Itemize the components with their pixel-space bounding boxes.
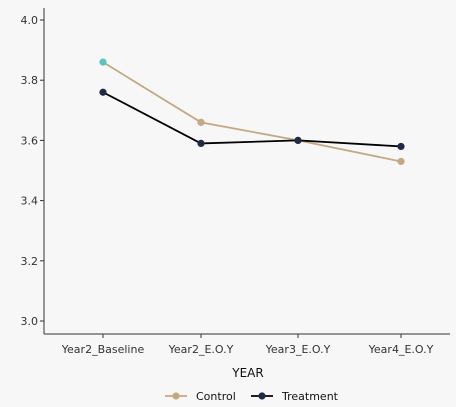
data-point-treatment	[197, 139, 205, 148]
data-point-control	[397, 157, 405, 166]
x-tick-label: Year2_E.O.Y	[168, 343, 234, 356]
x-ticks: Year2_Baseline Year2_E.O.Y Year3_E.O.Y Year…	[61, 334, 434, 356]
series-treatment	[99, 88, 405, 151]
y-tick-label: 3.4	[21, 195, 39, 208]
y-tick-label: 3.6	[21, 134, 39, 147]
x-axis-title: YEAR	[231, 366, 263, 380]
data-point-treatment	[294, 136, 302, 144]
series-layer	[99, 58, 405, 166]
y-tick-label: 3.0	[21, 315, 39, 328]
series-line-treatment	[102, 91, 402, 148]
series-line-control	[102, 61, 402, 163]
data-point-control	[99, 58, 107, 66]
y-tick-label: 3.8	[21, 74, 39, 87]
axes	[43, 8, 450, 335]
legend-label: Treatment	[281, 390, 339, 403]
data-point-treatment	[99, 88, 107, 96]
series-control	[99, 58, 405, 166]
y-tick-label: 3.2	[21, 255, 39, 268]
x-tick-label: Year3_E.O.Y	[265, 343, 331, 356]
data-point-control	[197, 118, 205, 126]
x-tick-label: Year4_E.O.Y	[368, 343, 434, 356]
legend-item-control: Control	[165, 390, 236, 403]
legend-swatch-marker	[258, 392, 266, 400]
legend-swatch-marker	[172, 392, 180, 400]
legend-item-treatment: Treatment	[251, 390, 339, 403]
x-tick-label: Year2_Baseline	[61, 343, 145, 356]
legend: Control Treatment	[165, 390, 339, 403]
legend-label: Control	[196, 390, 236, 403]
data-point-treatment	[397, 142, 405, 151]
y-tick-label: 4.0	[21, 14, 39, 27]
y-ticks: 3.0 3.2 3.4 3.6 3.8 4.0	[21, 14, 44, 328]
